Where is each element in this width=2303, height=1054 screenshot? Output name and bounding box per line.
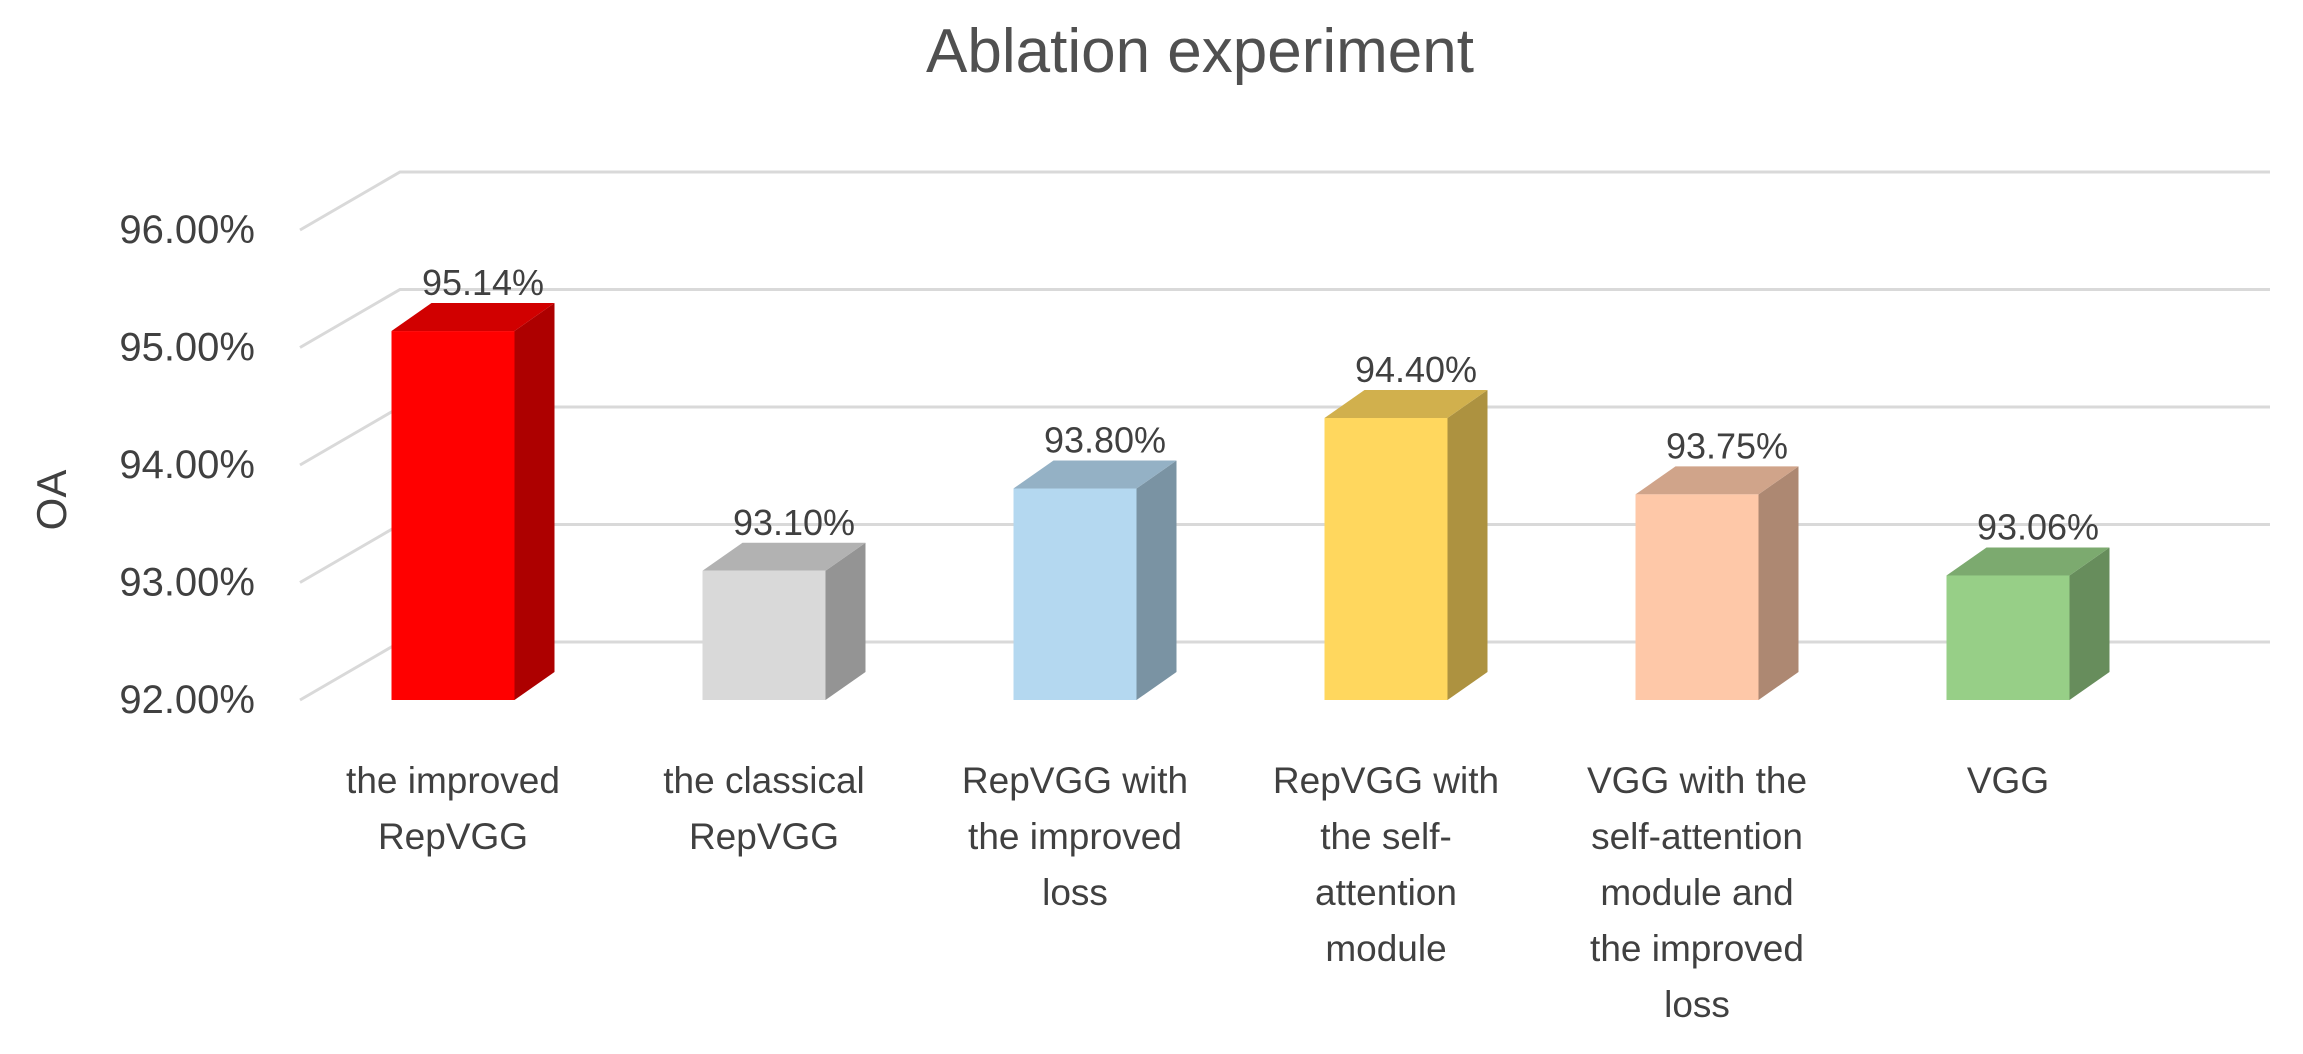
bar (1635, 466, 1799, 700)
category-labels-layer: the improved RepVGG the classical RepVGG Rep… (346, 760, 2049, 1025)
category-label: VGG with the self-attention module and the … (1587, 760, 1807, 1025)
bar-top-face (1324, 390, 1488, 418)
y-axis-title: OA (28, 470, 75, 531)
bar-front-face (1946, 575, 2070, 700)
category-label: the improved RepVGG (346, 760, 560, 857)
category-label: RepVGG with the improved loss (962, 760, 1188, 913)
category-label: VGG (1967, 760, 2049, 801)
bar (1324, 390, 1488, 700)
y-axis-ticks: 92.00% 93.00% 94.00% 95.00% 96.00% (119, 208, 255, 722)
chart-title: Ablation experiment (926, 17, 1474, 86)
y-tick-label: 93.00% (119, 561, 255, 605)
bars-layer (391, 303, 2110, 700)
data-label: 94.40% (1355, 349, 1477, 390)
bar (1946, 547, 2110, 700)
bar-side-face (1447, 390, 1488, 700)
bar-top-face (1013, 460, 1177, 489)
y-tick-label: 95.00% (119, 326, 255, 370)
bar-front-face (702, 570, 826, 700)
data-label: 93.80% (1044, 420, 1166, 461)
bar-side-face (1758, 466, 1799, 700)
bar (391, 303, 555, 700)
bar-top-face (702, 542, 866, 571)
bar-front-face (391, 331, 515, 700)
gridline (299, 288, 2270, 349)
bar-top-face (391, 303, 555, 332)
bar-front-face (1635, 494, 1759, 700)
gridline (299, 170, 2270, 232)
bar-side-face (514, 303, 555, 700)
y-tick-label: 94.00% (119, 443, 255, 487)
gridline (299, 405, 2270, 467)
bar-front-face (1324, 418, 1448, 700)
data-labels-layer: 95.14% 93.10% 93.80% 94.40% 93.75% 93.06% (422, 262, 2099, 547)
category-label: RepVGG with the self-attention module (1273, 760, 1499, 969)
bar-side-face (825, 542, 866, 700)
bar (1013, 460, 1177, 700)
data-label: 93.06% (1977, 506, 2099, 547)
y-tick-label: 96.00% (119, 208, 255, 252)
data-label: 93.10% (733, 502, 855, 543)
y-tick-label: 92.00% (119, 678, 255, 722)
data-label: 93.75% (1666, 425, 1788, 466)
bar-top-face (1946, 547, 2110, 576)
category-label: the classical RepVGG (663, 760, 865, 857)
bar-front-face (1013, 488, 1137, 700)
bar-side-face (1136, 460, 1177, 700)
data-label: 95.14% (422, 262, 544, 303)
bar-top-face (1635, 466, 1799, 495)
bar (702, 542, 866, 700)
bar-side-face (2069, 547, 2110, 700)
